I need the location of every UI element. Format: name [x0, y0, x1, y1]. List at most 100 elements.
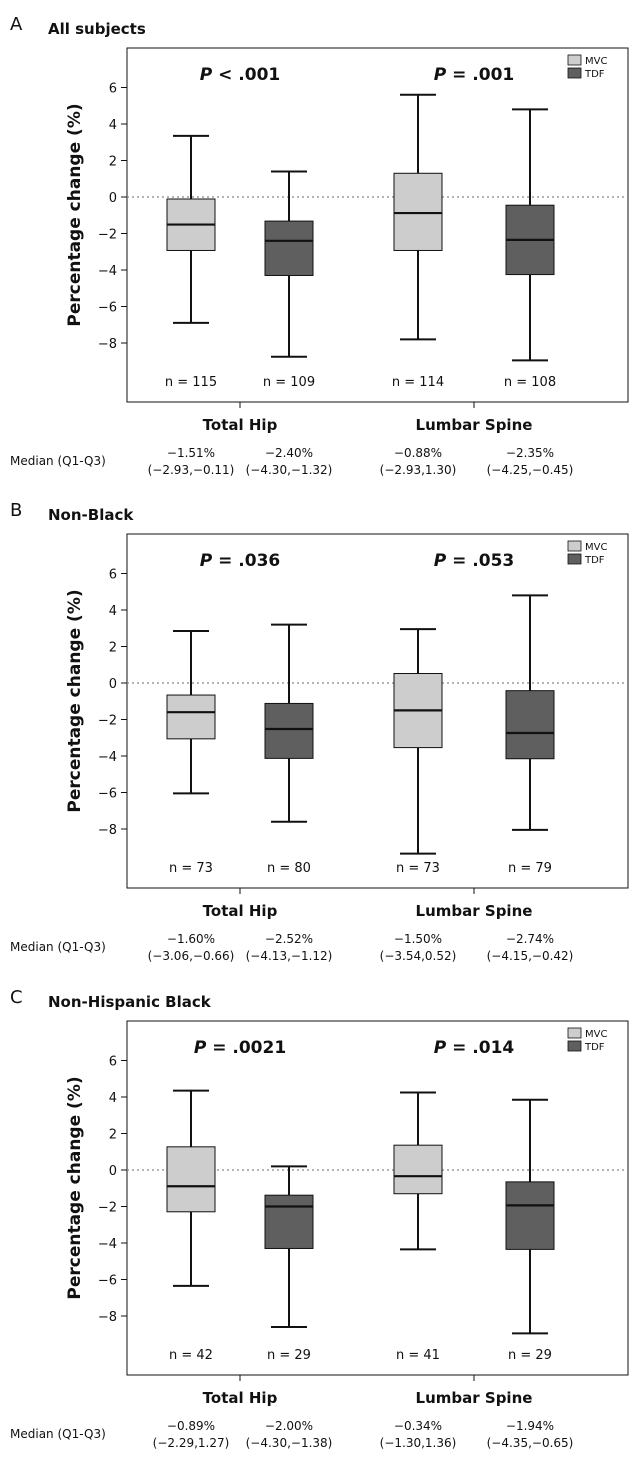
panel-title: Non-Black	[48, 506, 134, 524]
y-tick-label: 0	[109, 191, 117, 206]
box-mvc: n = 42 −0.89% (−2.29,1.27)	[153, 1089, 230, 1450]
legend-swatch-mvc	[567, 1027, 582, 1039]
x-category-label: Total Hip	[203, 416, 278, 434]
y-tick-label: 4	[109, 604, 117, 619]
iqr-box	[393, 172, 443, 251]
p-value-label: P = .053	[434, 551, 515, 571]
y-tick-label: 4	[109, 1091, 117, 1106]
y-tick-label: −4	[98, 1237, 117, 1252]
y-tick-label: −6	[98, 1274, 117, 1289]
legend-swatch-mvc	[567, 540, 582, 552]
median-value-label: −2.52%	[265, 932, 313, 946]
n-label: n = 79	[508, 861, 552, 876]
legend-swatch-mvc	[567, 54, 582, 66]
box-tdf: n = 109 −2.40% (−4.30,−1.32)	[246, 170, 333, 477]
median-value-label: −0.88%	[394, 446, 442, 460]
y-tick-label: 6	[109, 568, 117, 583]
box-mvc: n = 114 −0.88% (−2.93,1.30)	[380, 93, 457, 477]
y-axis-label: Percentage change (%)	[65, 589, 85, 812]
box-mvc: n = 115 −1.51% (−2.93,−0.11)	[148, 134, 235, 477]
n-label: n = 114	[392, 375, 444, 390]
legend-label-tdf: TDF	[584, 1042, 605, 1053]
median-row-label: Median (Q1-Q3)	[10, 940, 106, 954]
y-axis-label: Percentage change (%)	[65, 103, 85, 326]
median-value-label: −1.94%	[506, 1419, 554, 1433]
x-category-label: Total Hip	[203, 1389, 278, 1407]
y-tick-label: 0	[109, 677, 117, 692]
y-tick-label: −6	[98, 787, 117, 802]
panel-a: A All subjects 6 4 2 0 −2 −4 −6 −8 Percentage chan…	[10, 14, 629, 477]
y-tick-label: 6	[109, 82, 117, 97]
n-label: n = 29	[508, 1348, 552, 1363]
panel-title: All subjects	[48, 20, 146, 38]
median-value-label: −0.34%	[394, 1419, 442, 1433]
panel-b: B Non-Black 6 4 2 0 −2 −4 −6 −8 Percentage change …	[10, 500, 629, 963]
plot-frame	[126, 533, 629, 889]
box-mvc: n = 73 −1.60% (−3.06,−0.66)	[148, 629, 235, 963]
legend-swatch-tdf	[567, 553, 582, 565]
iqr-box	[166, 1146, 216, 1213]
iqr-value-label: (−2.93,1.30)	[380, 463, 457, 477]
iqr-box	[505, 690, 555, 760]
y-tick-label: −2	[98, 228, 117, 243]
box-tdf: n = 80 −2.52% (−4.13,−1.12)	[246, 623, 333, 963]
y-tick-label: −2	[98, 714, 117, 729]
p-value-label: P = .001	[434, 65, 515, 85]
median-value-label: −2.00%	[265, 1419, 313, 1433]
iqr-value-label: (−4.30,−1.32)	[246, 463, 333, 477]
legend-label-mvc: MVC	[585, 56, 607, 67]
x-category-label: Total Hip	[203, 902, 278, 920]
y-tick-label: 0	[109, 1164, 117, 1179]
iqr-value-label: (−4.15,−0.42)	[487, 949, 574, 963]
y-tick-label: −8	[98, 1310, 117, 1325]
legend-label-tdf: TDF	[584, 69, 605, 80]
iqr-value-label: (−2.93,−0.11)	[148, 463, 235, 477]
panel-letter: C	[10, 987, 23, 1008]
iqr-value-label: (−1.30,1.36)	[380, 1436, 457, 1450]
iqr-box	[393, 1144, 443, 1195]
iqr-value-label: (−4.35,−0.65)	[487, 1436, 574, 1450]
y-tick-label: 2	[109, 1128, 117, 1143]
iqr-box	[264, 1194, 314, 1249]
panel-c: C Non-Hispanic Black 6 4 2 0 −2 −4 −6 −8 Percentag…	[10, 987, 629, 1450]
p-value-label: P = .036	[200, 551, 281, 571]
n-label: n = 29	[267, 1348, 311, 1363]
box-tdf: n = 29 −2.00% (−4.30,−1.38)	[246, 1165, 332, 1450]
iqr-box	[505, 1181, 555, 1250]
box-tdf: n = 79 −2.74% (−4.15,−0.42)	[487, 594, 574, 963]
iqr-value-label: (−3.06,−0.66)	[148, 949, 235, 963]
iqr-box	[264, 702, 314, 759]
y-tick-label: 2	[109, 641, 117, 656]
legend-label-mvc: MVC	[585, 1029, 607, 1040]
median-value-label: −2.35%	[506, 446, 554, 460]
median-value-label: −1.51%	[167, 446, 215, 460]
median-value-label: −0.89%	[167, 1419, 215, 1433]
p-value-label: P = .0021	[194, 1038, 286, 1058]
x-category-label: Lumbar Spine	[416, 902, 533, 920]
legend-swatch-tdf	[567, 1040, 582, 1052]
y-tick-label: −6	[98, 301, 117, 316]
p-value-label: P < .001	[200, 65, 281, 85]
median-value-label: −2.40%	[265, 446, 313, 460]
x-category-label: Lumbar Spine	[416, 1389, 533, 1407]
y-tick-label: −4	[98, 264, 117, 279]
median-row-label: Median (Q1-Q3)	[10, 454, 106, 468]
plot-frame	[126, 1020, 629, 1376]
panel-letter: A	[10, 14, 23, 35]
y-tick-label: −2	[98, 1201, 117, 1216]
y-axis-label: Percentage change (%)	[65, 1076, 85, 1299]
n-label: n = 41	[396, 1348, 440, 1363]
n-label: n = 109	[263, 375, 315, 390]
n-label: n = 73	[169, 861, 213, 876]
iqr-value-label: (−4.13,−1.12)	[246, 949, 333, 963]
box-tdf: n = 29 −1.94% (−4.35,−0.65)	[487, 1098, 574, 1450]
iqr-value-label: (−3.54,0.52)	[380, 949, 457, 963]
panel-letter: B	[10, 500, 22, 521]
box-tdf: n = 108 −2.35% (−4.25,−0.45)	[487, 108, 573, 477]
iqr-value-label: (−2.29,1.27)	[153, 1436, 230, 1450]
y-tick-label: −4	[98, 750, 117, 765]
y-tick-label: −8	[98, 823, 117, 838]
legend-label-mvc: MVC	[585, 542, 607, 553]
